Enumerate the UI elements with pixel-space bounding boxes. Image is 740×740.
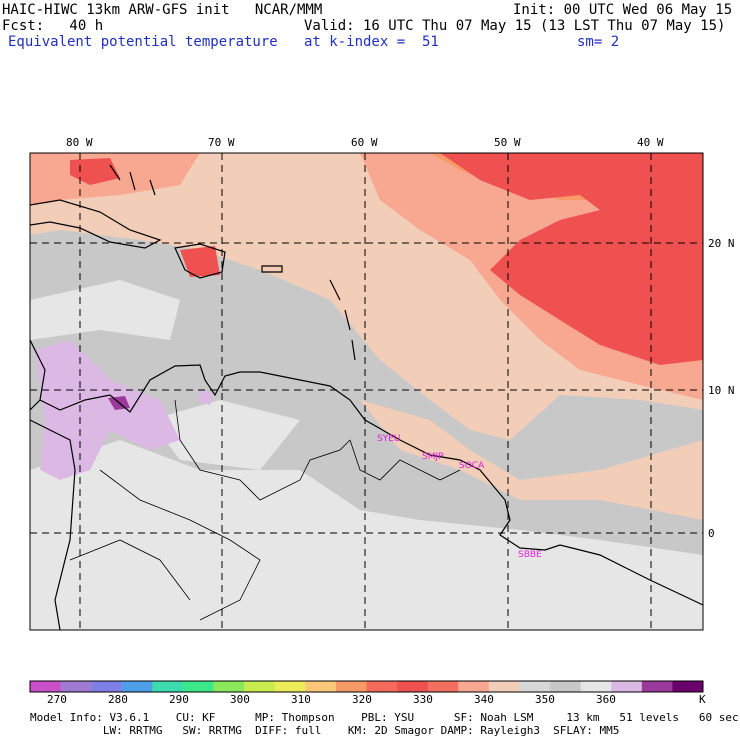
region-red-west bbox=[70, 158, 120, 185]
colorbar-swatch bbox=[60, 681, 92, 692]
lon-label-50w: 50 W bbox=[494, 136, 521, 149]
colorbar-label-300: 300 bbox=[230, 693, 250, 706]
colorbar-swatch bbox=[30, 681, 61, 692]
colorbar-label-350: 350 bbox=[535, 693, 555, 706]
colorbar-swatch bbox=[91, 681, 123, 692]
coast-puerto-rico bbox=[261, 265, 283, 273]
colorbar-label-280: 280 bbox=[108, 693, 128, 706]
station-smjp: SMJP bbox=[422, 452, 444, 462]
lon-label-40w: 40 W bbox=[637, 136, 664, 149]
station-sbbe: SBBE bbox=[518, 550, 542, 560]
colorbar-swatch bbox=[366, 681, 398, 692]
station-syeu: SYEU bbox=[377, 434, 400, 444]
coast-central-america bbox=[30, 339, 46, 411]
region-peach-south bbox=[360, 400, 703, 520]
lon-label-60w: 60 W bbox=[351, 136, 378, 149]
colorbar-swatch bbox=[397, 681, 428, 692]
map-frame bbox=[29, 152, 704, 631]
coast-hispaniola bbox=[174, 243, 226, 279]
region-lightgray-south bbox=[30, 440, 703, 630]
border-venezuela bbox=[174, 399, 351, 501]
colorbar-label-270: 270 bbox=[47, 693, 67, 706]
region-lavender-small bbox=[198, 390, 212, 405]
colorbar-label-320: 320 bbox=[352, 693, 372, 706]
model-info-line1: Model Info: V3.6.1 CU: KF MP: Thompson P… bbox=[30, 711, 739, 724]
colorbar-swatch bbox=[182, 681, 214, 692]
colorbar-label-340: 340 bbox=[474, 693, 494, 706]
colorbar-swatch bbox=[611, 681, 643, 692]
coast-lesser-antilles bbox=[329, 279, 356, 361]
border-brazil bbox=[99, 469, 261, 621]
colorbar-swatch bbox=[672, 681, 704, 692]
smoothing-label: sm= 2 bbox=[577, 34, 620, 50]
colorbar-swatch bbox=[458, 681, 490, 692]
colorbar-swatch bbox=[580, 681, 612, 692]
coastlines bbox=[30, 164, 703, 630]
colorbar-unit: K bbox=[699, 693, 706, 706]
lon-label-70w: 70 W bbox=[208, 136, 235, 149]
graticule bbox=[30, 153, 703, 630]
colorbar-label-310: 310 bbox=[291, 693, 311, 706]
colorbar-frame bbox=[29, 680, 704, 693]
borders bbox=[69, 399, 461, 621]
colorbar-swatch bbox=[121, 681, 153, 692]
coast-south-america bbox=[39, 364, 703, 606]
forecast-hour: Fcst: 40 h bbox=[2, 18, 104, 34]
coast-bahamas bbox=[109, 164, 156, 196]
region-lightgray-west bbox=[30, 280, 180, 340]
region-lightgray-mid bbox=[150, 400, 300, 470]
lat-label-10n: 10 N bbox=[708, 384, 735, 397]
colorbar-swatch bbox=[244, 681, 276, 692]
level-label: at k-index = 51 bbox=[304, 34, 439, 50]
colorbar-label-330: 330 bbox=[413, 693, 433, 706]
field-name: Equivalent potential temperature bbox=[8, 34, 278, 50]
colorbar-swatch bbox=[152, 681, 184, 692]
init-time: Init: 00 UTC Wed 06 May 15 bbox=[513, 2, 733, 18]
valid-time: Valid: 16 UTC Thu 07 May 15 (13 LST Thu … bbox=[304, 18, 726, 34]
colorbar-swatch bbox=[519, 681, 551, 692]
colorbar-swatch bbox=[335, 681, 367, 692]
colorbar-swatch bbox=[488, 681, 520, 692]
model-title: HAIC-HIWC 13km ARW-GFS init NCAR/MMM bbox=[2, 2, 323, 18]
colorbar-label-360: 360 bbox=[596, 693, 616, 706]
colorbar-swatch bbox=[427, 681, 459, 692]
model-info-line2: LW: RRTMG SW: RRTMG DIFF: full KM: 2D Sm… bbox=[30, 724, 620, 737]
lat-label-20n: 20 N bbox=[708, 237, 735, 250]
lon-label-80w: 80 W bbox=[66, 136, 93, 149]
region-red-hispaniola bbox=[180, 246, 220, 277]
colorbar-swatch bbox=[550, 681, 581, 692]
coast-pacific bbox=[30, 419, 76, 630]
station-soca: SOCA bbox=[459, 461, 485, 471]
border-guyana bbox=[349, 439, 461, 481]
colorbar bbox=[29, 680, 704, 693]
region-red bbox=[440, 153, 703, 365]
colorbar-swatch bbox=[305, 681, 337, 692]
colorbar-swatch bbox=[274, 681, 306, 692]
colorbar-swatch bbox=[213, 681, 245, 692]
lat-label-0: 0 bbox=[708, 527, 715, 540]
border-peru bbox=[69, 539, 191, 601]
colorbar-swatch bbox=[641, 681, 673, 692]
colorbar-label-290: 290 bbox=[169, 693, 189, 706]
